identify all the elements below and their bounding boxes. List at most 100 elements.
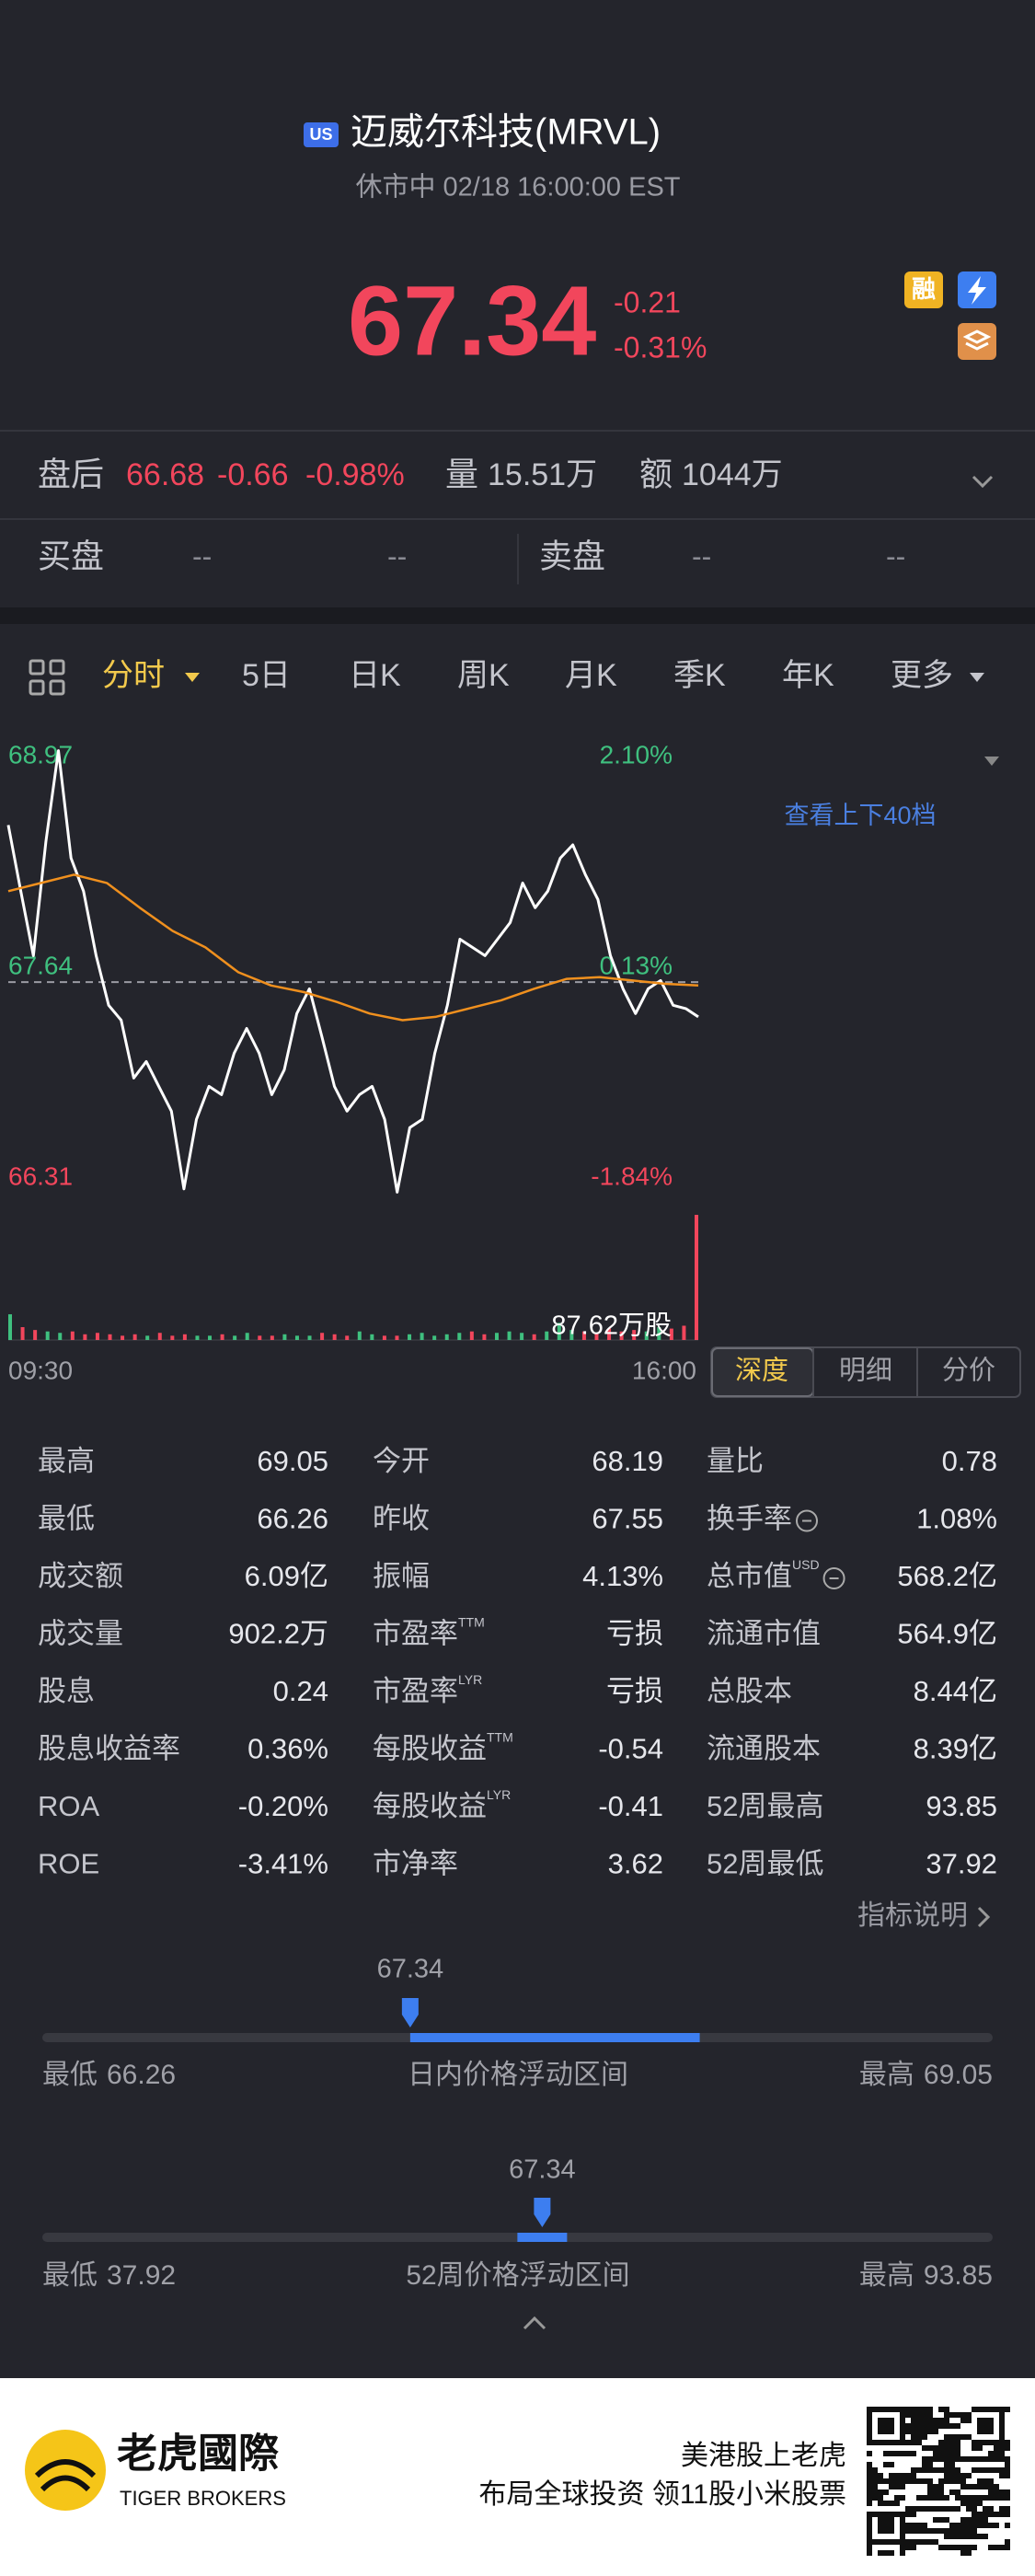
qr-module (883, 2523, 889, 2528)
volume-bar (657, 1327, 661, 1340)
qr-module (972, 2517, 977, 2523)
badge-text: US (309, 125, 332, 144)
dropdown-arrow (970, 673, 984, 682)
qr-module (960, 2495, 966, 2501)
qr-module (867, 2423, 872, 2429)
collapse-chevron[interactable] (523, 2316, 546, 2330)
stat-value: -0.54 (598, 1733, 663, 1765)
qr-module (960, 2456, 966, 2462)
stat-label-text: 成交量 (38, 1618, 123, 1650)
qr-module (872, 2467, 878, 2473)
help-chevron[interactable] (977, 1906, 991, 1928)
y-tick-label: 66.31 (8, 1161, 73, 1190)
qr-module (933, 2539, 938, 2545)
qr-module (922, 2412, 927, 2418)
stat-value: 69.05 (257, 1445, 328, 1477)
stat-label: 每股收益TTM (373, 1729, 513, 1764)
grid-icon[interactable] (29, 659, 65, 696)
qr-module (927, 2478, 933, 2484)
qr-module (999, 2512, 1005, 2517)
qr-module (867, 2429, 872, 2434)
qr-module (867, 2462, 872, 2467)
qr-module (949, 2528, 955, 2534)
volume-bar (345, 1335, 350, 1340)
qr-module (927, 2418, 933, 2423)
qr-module (960, 2534, 966, 2539)
period-tab[interactable]: 周K (457, 658, 510, 693)
stat-label: ROE (38, 1848, 99, 1880)
qr-module (994, 2512, 999, 2517)
qr-module (960, 2478, 966, 2484)
qr-module (949, 2534, 955, 2539)
qr-module (900, 2418, 905, 2423)
qr-module (938, 2528, 944, 2534)
stat-label-text: 换手率 (707, 1503, 792, 1535)
qr-module (944, 2423, 949, 2429)
volume-bar (695, 1215, 698, 1340)
stat-value: 67.55 (592, 1503, 663, 1535)
qr-module (927, 2462, 933, 2467)
qr-module (983, 2534, 988, 2539)
after-change: -0.66 (217, 457, 289, 492)
qr-module (900, 2407, 905, 2412)
bid-price: -- (192, 539, 212, 572)
qr-module (905, 2423, 911, 2429)
qr-module (977, 2501, 983, 2506)
stat-value: 37.92 (926, 1848, 997, 1880)
period-tab[interactable]: 日K (349, 658, 401, 693)
qr-module (955, 2473, 960, 2478)
qr-module (922, 2434, 927, 2440)
stat-label: 量比 (707, 1445, 764, 1477)
qr-module (911, 2418, 916, 2423)
period-tab[interactable]: 5日 (242, 658, 291, 693)
qr-module (922, 2523, 927, 2528)
qr-module (878, 2550, 883, 2556)
qr-module (977, 2429, 983, 2434)
stat-label-text: 52周最低 (707, 1848, 823, 1880)
qr-module (949, 2440, 955, 2445)
stat-label: 成交量 (38, 1618, 123, 1650)
chart-tab[interactable]: 明细 (839, 1356, 892, 1386)
volume-bar (545, 1331, 549, 1340)
qr-module (867, 2539, 872, 2545)
volume-bar (20, 1327, 25, 1340)
volume-bar (132, 1334, 137, 1340)
period-tab[interactable]: 分时 (102, 658, 165, 693)
stat-label: 52周最高 (707, 1790, 823, 1822)
stat-label: 总股本 (707, 1675, 792, 1707)
qr-module (944, 2407, 949, 2412)
chart-menu[interactable] (984, 757, 999, 766)
period-tab[interactable]: 季K (673, 658, 726, 693)
chart-tab[interactable]: 深度 (735, 1356, 788, 1386)
qr-module (999, 2489, 1005, 2495)
qr-module (878, 2539, 883, 2545)
promo: 布局全球投资 领11股小米股票 (479, 2479, 846, 2510)
period-tab[interactable]: 月K (565, 658, 617, 693)
volume-bar (594, 1333, 599, 1340)
margin-icon[interactable] (904, 271, 943, 308)
qr-module (955, 2467, 960, 2473)
stat-label: 最高 (38, 1445, 95, 1477)
range-current: 67.34 (509, 2155, 576, 2185)
info-icon[interactable] (796, 1509, 818, 1532)
qr-module (911, 2412, 916, 2418)
help-link[interactable]: 指标说明 (857, 1900, 968, 1931)
qr-module (933, 2418, 938, 2423)
volume-bar (33, 1330, 38, 1340)
range-low: 最低 66.26 (42, 2060, 176, 2090)
section-gap (0, 607, 1035, 624)
qr-module (1005, 2523, 1010, 2528)
volume-bar (357, 1331, 362, 1340)
period-tab[interactable]: 年K (782, 658, 834, 693)
info-icon[interactable] (822, 1567, 845, 1589)
price-line (6, 749, 699, 1194)
expand-chevron[interactable] (972, 475, 994, 489)
qr-module (883, 2451, 889, 2456)
volume-bar (195, 1335, 200, 1340)
qr-module (966, 2517, 972, 2523)
period-tab[interactable]: 更多 (891, 658, 953, 693)
depth-link[interactable]: 查看上下40档 (784, 802, 936, 829)
chart-tab[interactable]: 分价 (942, 1357, 995, 1386)
qr-module (883, 2489, 889, 2495)
qr-module (983, 2423, 988, 2429)
